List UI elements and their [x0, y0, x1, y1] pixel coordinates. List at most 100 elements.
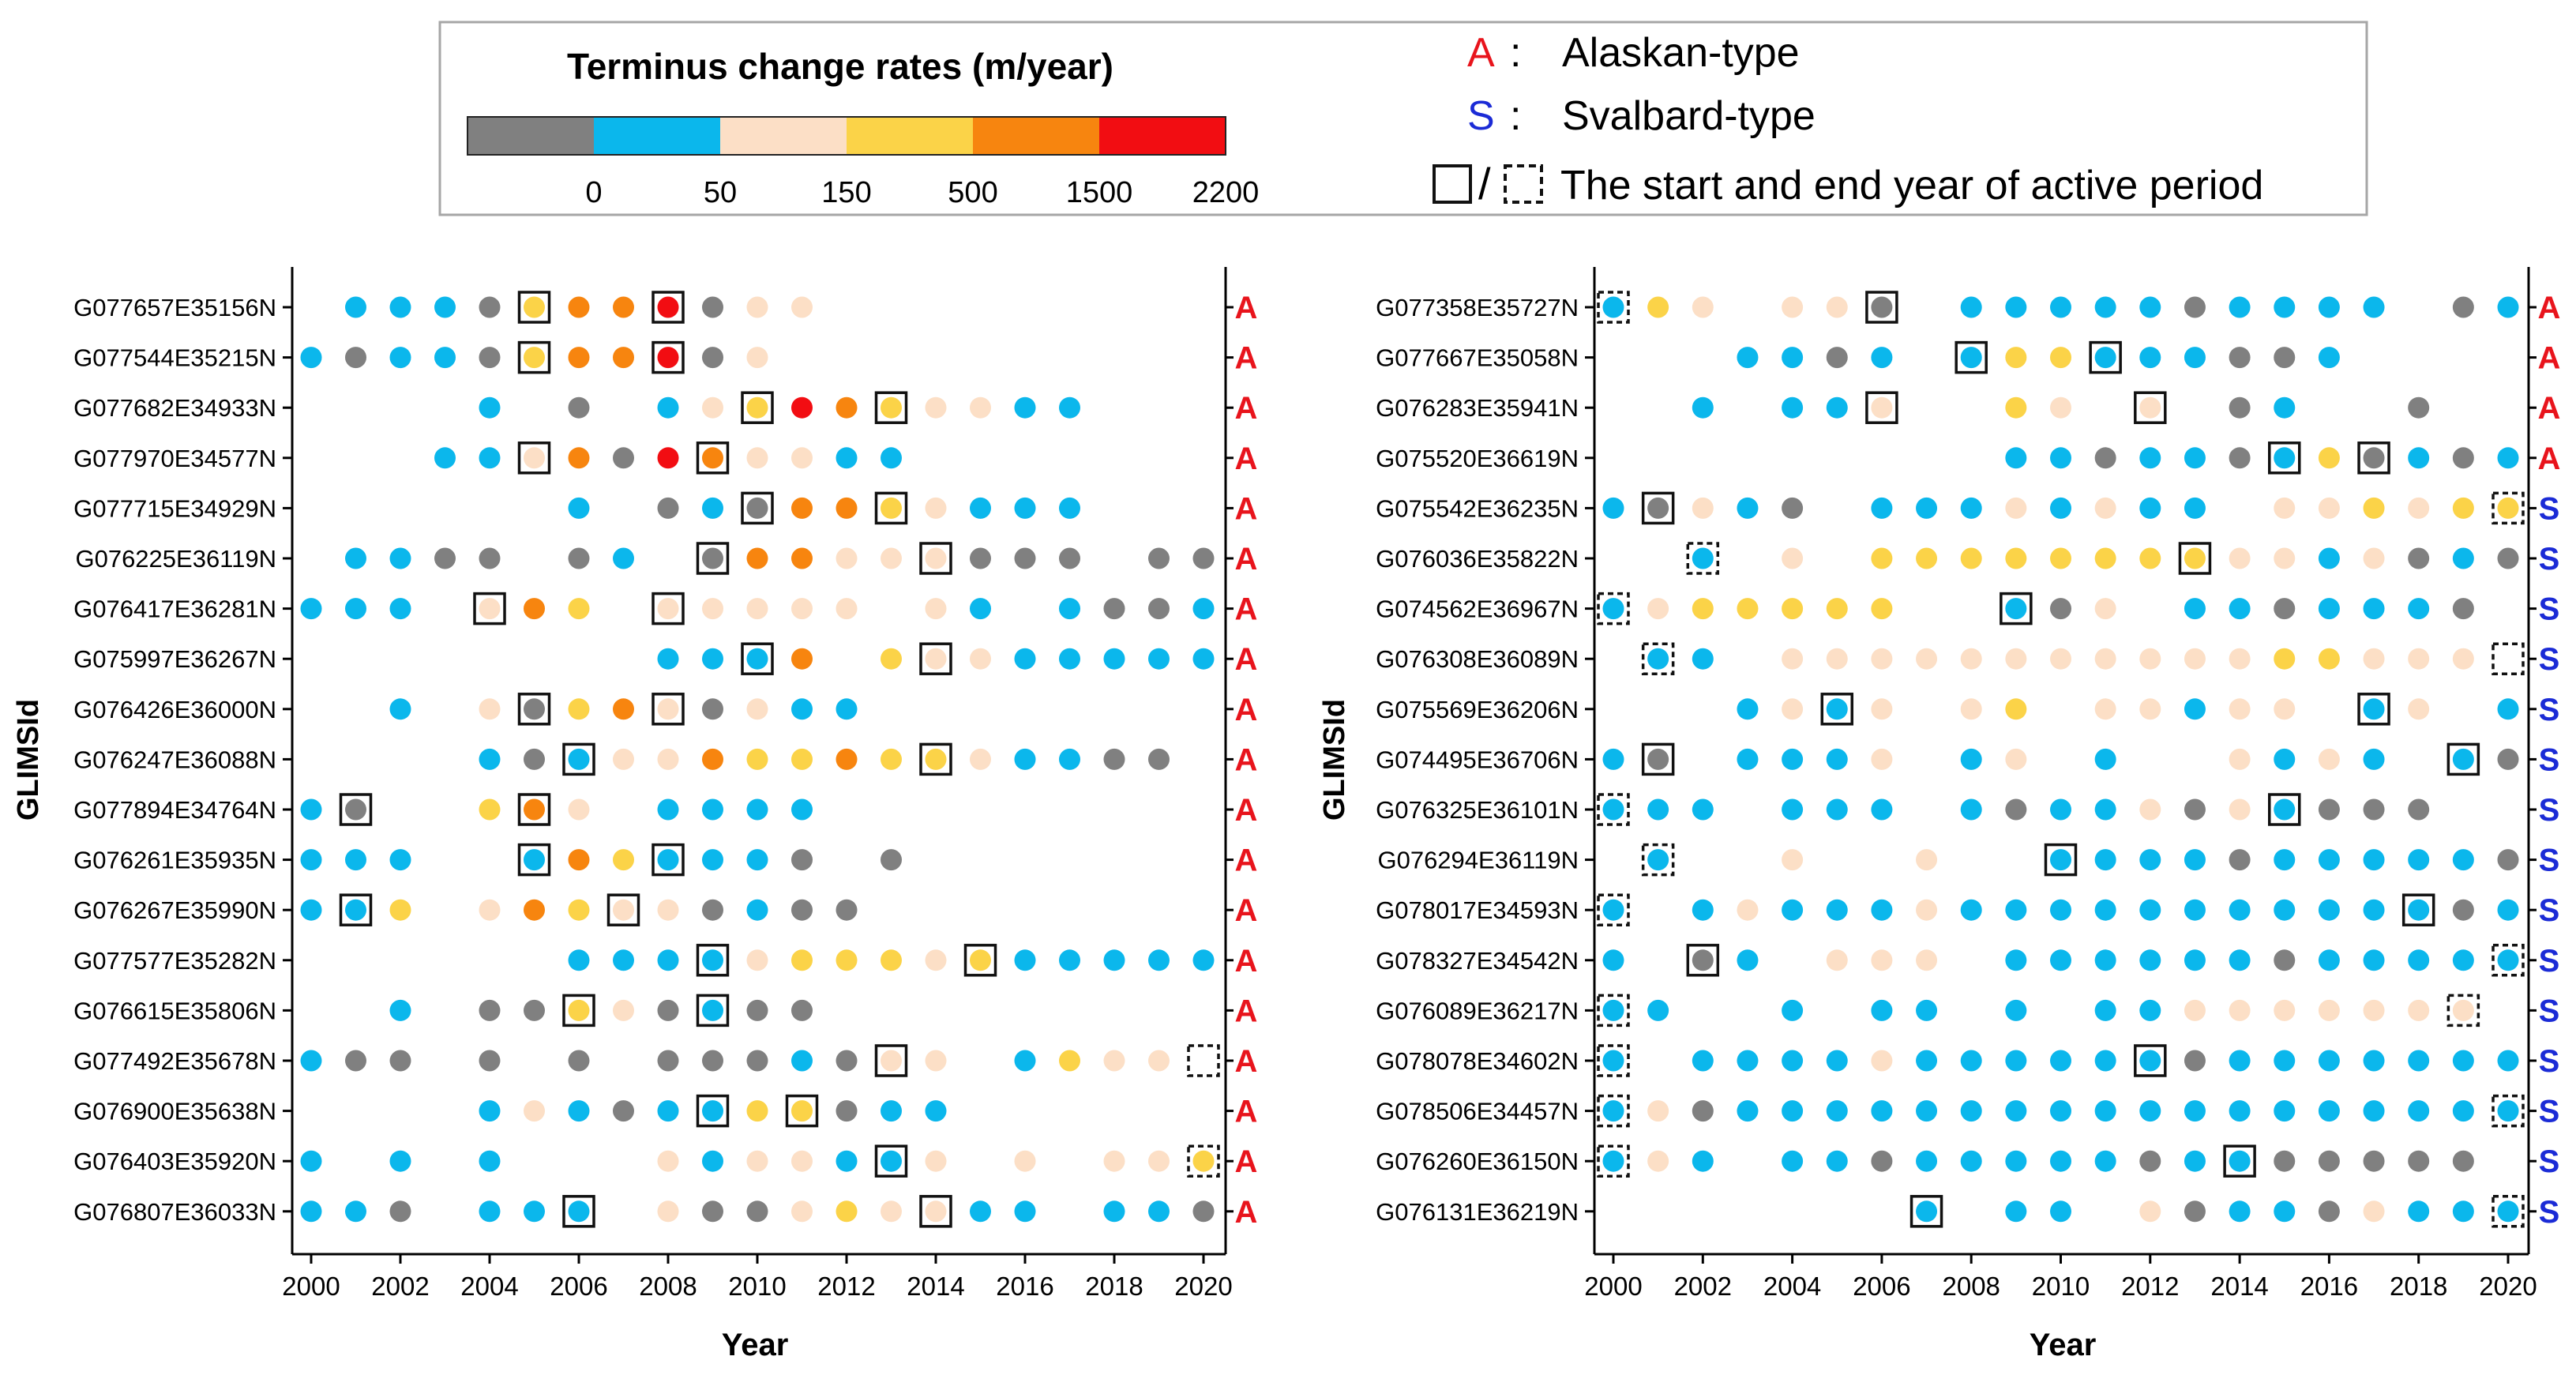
rate-point-blue [2274, 1050, 2296, 1072]
x-tick-labels-right: 2000 2002 2004 2006 2008 2010 2012 2014 2016 2018… [1584, 1272, 2537, 1301]
colorbar-tick: 50 [704, 176, 737, 209]
rate-point-blue [2184, 1150, 2206, 1172]
type-label-alaskan: A [1235, 441, 1258, 476]
rate-point-peach [2318, 999, 2340, 1021]
active-period-start-box [1641, 642, 1675, 675]
rate-point-gray [2005, 798, 2027, 821]
rate-point-blue [1014, 648, 1036, 670]
rate-point-blue [1782, 1100, 1804, 1122]
rate-point-gray [2452, 899, 2474, 921]
rate-point-peach [925, 547, 947, 569]
glims-id-label: G076426E36000N [73, 696, 276, 723]
rate-point-yellow [1960, 547, 1982, 569]
active-period-end-box [874, 391, 908, 424]
rate-point-blue [2229, 1100, 2251, 1122]
colorbar-tick: 150 [821, 176, 871, 209]
active-period-end-box [2446, 994, 2480, 1027]
rate-point-orange [524, 798, 545, 821]
rate-point-peach [1826, 296, 1848, 318]
type-label-alaskan: A [1235, 542, 1258, 577]
rate-point-blue [2408, 899, 2430, 921]
rate-point-gray [2229, 396, 2251, 419]
glims-id-label: G076325E36101N [1376, 796, 1579, 824]
x-tick-label: 2006 [550, 1272, 607, 1301]
rate-point-yellow [881, 396, 902, 419]
rate-point-gray [1014, 547, 1036, 569]
rate-point-blue [300, 598, 322, 620]
rate-point-gray [2184, 798, 2206, 821]
rate-point-blue [568, 1100, 590, 1122]
rate-point-blue [2318, 899, 2340, 921]
rate-point-peach [2408, 999, 2430, 1021]
rate-point-blue [791, 698, 813, 720]
rate-point-gray [2139, 1150, 2161, 1172]
active-period-end-box [2492, 491, 2525, 525]
rate-point-yellow [746, 396, 768, 419]
rate-point-gray [2184, 1050, 2206, 1072]
active-period-start-box [1686, 542, 1720, 575]
type-label-svalbard: S [2539, 542, 2560, 577]
rate-point-blue [1059, 648, 1080, 670]
rate-point-gray [1192, 547, 1215, 569]
rate-point-yellow [524, 296, 545, 318]
rate-point-peach [702, 396, 723, 419]
rate-point-gray [479, 1050, 501, 1072]
rate-point-yellow [1916, 547, 1938, 569]
rate-point-gray [524, 748, 545, 770]
rate-point-gray [2452, 296, 2474, 318]
rate-point-blue [1192, 648, 1215, 670]
glims-id-label: G074495E36706N [1376, 746, 1579, 773]
rate-point-blue [1782, 999, 1804, 1021]
rate-point-blue [881, 447, 902, 469]
type-label-alaskan: A [1235, 391, 1258, 426]
active-period-start-box [1641, 491, 1675, 525]
rate-point-blue [1692, 899, 1714, 921]
rate-point-yellow [1647, 296, 1669, 318]
rate-point-orange [568, 447, 590, 469]
rate-point-blue [389, 849, 411, 871]
rate-point-gray [1871, 1150, 1893, 1172]
rate-point-peach [657, 899, 679, 921]
active-period-end-box [2357, 441, 2390, 475]
rate-point-blue [345, 547, 366, 569]
rate-point-orange [568, 296, 590, 318]
rate-point-peach [2363, 648, 2385, 670]
rate-point-blue [836, 1150, 858, 1172]
x-tick-label: 2002 [1674, 1272, 1732, 1301]
active-period-boxes-left [339, 291, 1220, 1228]
rate-point-gray [1782, 497, 1804, 519]
rate-point-blue [2452, 849, 2474, 871]
rate-point-peach [479, 698, 501, 720]
active-period-end-box [696, 994, 730, 1027]
rate-point-blue [300, 899, 322, 921]
rate-point-blue [613, 949, 634, 971]
rate-point-blue [2408, 1050, 2430, 1072]
rate-point-blue [1737, 1050, 1759, 1072]
active-period-end-box [2134, 1044, 2167, 1077]
type-label-alaskan: A [1235, 1195, 1258, 1230]
y-axis-label-right: GLIMSId [1318, 699, 1351, 821]
rate-point-yellow [791, 949, 813, 971]
chart-right-svalbard: GLIMSId Year G077358E35727N G077667E35058… [1318, 267, 2560, 1362]
rate-point-blue [2050, 798, 2071, 821]
rate-point-peach [1826, 648, 1848, 670]
rate-point-gray [746, 999, 768, 1021]
rate-point-blue [1826, 698, 1848, 720]
rate-point-blue [1826, 1100, 1848, 1122]
rate-point-blue [1192, 598, 1215, 620]
rate-point-blue [2139, 949, 2161, 971]
rate-point-blue [300, 798, 322, 821]
rate-point-orange [836, 748, 858, 770]
rate-point-peach [2184, 999, 2206, 1021]
rate-point-peach [791, 1150, 813, 1172]
rate-point-peach [2274, 497, 2296, 519]
rate-point-blue [1059, 949, 1080, 971]
rate-point-peach [970, 748, 991, 770]
legend-letter-a: A [1467, 30, 1495, 76]
glims-id-label: G076308E36089N [1376, 645, 1579, 673]
rate-point-yellow [746, 748, 768, 770]
rate-point-peach [925, 1200, 947, 1223]
rate-point-peach [2229, 748, 2251, 770]
rate-point-blue [2139, 347, 2161, 369]
rate-point-blue [702, 1100, 723, 1122]
